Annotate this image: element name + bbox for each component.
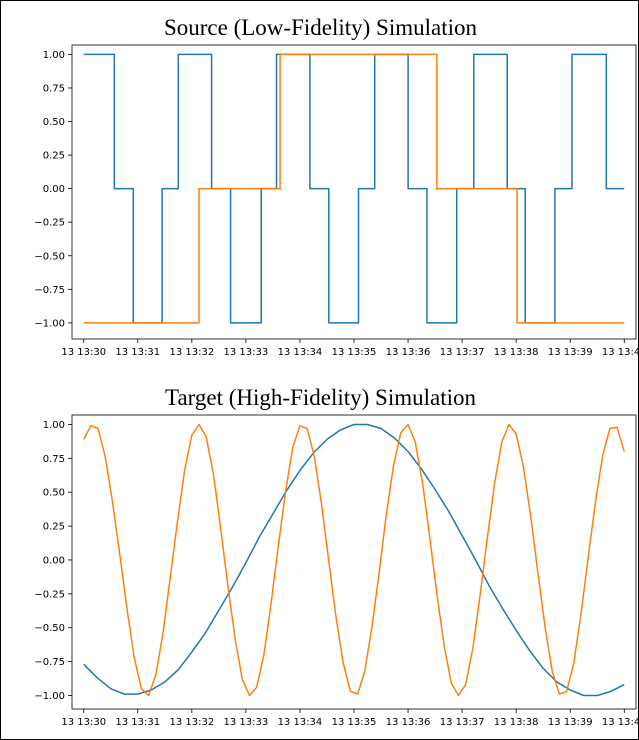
y-tick-label: −0.50 bbox=[34, 251, 65, 262]
y-tick-label: 0.50 bbox=[43, 117, 65, 128]
x-tick-label: 13 13:35 bbox=[332, 347, 377, 358]
x-tick-label: 13 13:30 bbox=[61, 717, 106, 728]
y-tick-label: 0.75 bbox=[43, 83, 65, 94]
y-tick-label: −0.50 bbox=[34, 623, 65, 634]
x-tick-label: 13 13:30 bbox=[61, 347, 106, 358]
y-tick-label: 1.00 bbox=[43, 50, 65, 61]
x-tick-label: 13 13:38 bbox=[494, 347, 539, 358]
x-tick-label: 13 13:32 bbox=[169, 717, 214, 728]
y-tick-label: 0.50 bbox=[43, 488, 65, 499]
chart-title-source: Source (Low-Fidelity) Simulation bbox=[163, 15, 477, 40]
x-tick-label: 13 13:31 bbox=[115, 347, 160, 358]
series-line-1 bbox=[83, 423, 626, 697]
y-tick-label: −1.00 bbox=[34, 318, 65, 329]
x-tick-label: 13 13:36 bbox=[386, 347, 431, 358]
y-tick-label: 1.00 bbox=[43, 420, 65, 431]
x-tick-label: 13 13:39 bbox=[548, 347, 593, 358]
y-tick-label: −0.75 bbox=[34, 285, 65, 296]
y-tick-label: 0.75 bbox=[43, 454, 65, 465]
y-tick-label: 0.25 bbox=[43, 151, 65, 162]
x-tick-label: 13 13:31 bbox=[115, 717, 160, 728]
x-tick-label: 13 13:40 bbox=[602, 347, 639, 358]
x-tick-label: 13 13:33 bbox=[224, 717, 269, 728]
series-line-0 bbox=[83, 53, 625, 324]
x-tick-label: 13 13:38 bbox=[494, 717, 539, 728]
y-tick-label: 0.25 bbox=[43, 522, 65, 533]
plot-source: 13 13:30 13 13:31 13 13:32 13 13:33 13 13:34… bbox=[34, 44, 639, 358]
y-tick-label: 0.00 bbox=[43, 184, 65, 195]
series-line-1 bbox=[83, 53, 625, 324]
x-tick-label: 13 13:39 bbox=[548, 717, 593, 728]
x-tick-label: 13 13:34 bbox=[278, 717, 323, 728]
plot-frame bbox=[71, 44, 637, 340]
y-tick-label: −1.00 bbox=[34, 691, 65, 702]
x-tick-label: 13 13:35 bbox=[332, 717, 377, 728]
series-line-0 bbox=[83, 423, 625, 697]
x-tick-label: 13 13:37 bbox=[440, 347, 485, 358]
y-tick-label: 0.00 bbox=[43, 555, 65, 566]
y-tick-label: −0.75 bbox=[34, 657, 65, 668]
y-tick-label: −0.25 bbox=[34, 218, 65, 229]
x-tick-label: 13 13:34 bbox=[278, 347, 323, 358]
x-tick-label: 13 13:36 bbox=[386, 717, 431, 728]
x-tick-label: 13 13:32 bbox=[169, 347, 214, 358]
plot-target: 13 13:30 13 13:31 13 13:32 13 13:33 13 13:34… bbox=[34, 414, 639, 728]
x-tick-label: 13 13:40 bbox=[602, 717, 639, 728]
chart-title-target: Target (High-Fidelity) Simulation bbox=[165, 385, 476, 410]
x-tick-label: 13 13:37 bbox=[440, 717, 485, 728]
y-tick-label: −0.25 bbox=[34, 589, 65, 600]
x-tick-label: 13 13:33 bbox=[224, 347, 269, 358]
